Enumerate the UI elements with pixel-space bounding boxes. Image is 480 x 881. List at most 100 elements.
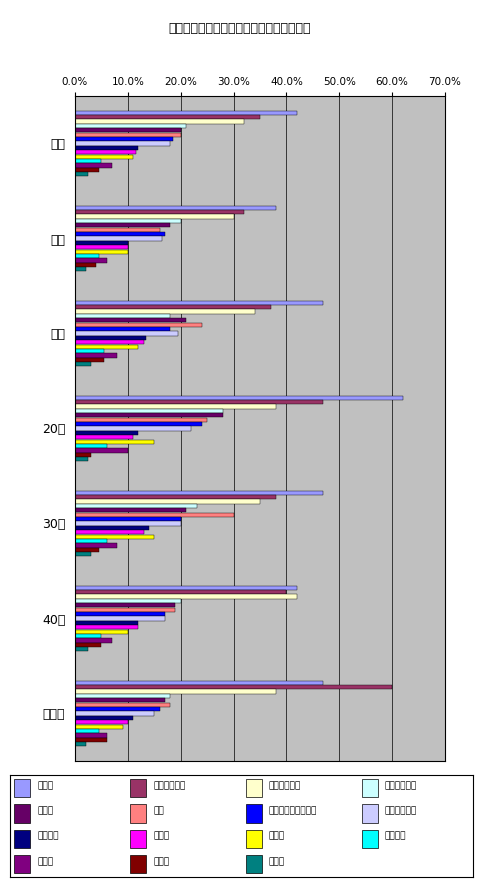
Bar <box>75 167 99 172</box>
Bar <box>75 733 107 737</box>
Bar <box>75 621 138 625</box>
Bar <box>75 715 133 720</box>
Bar <box>75 539 107 543</box>
Bar <box>246 855 262 873</box>
Bar <box>75 504 197 508</box>
Bar <box>361 779 378 797</box>
Text: 住居費: 住居費 <box>37 857 53 866</box>
Bar <box>75 595 297 599</box>
Bar <box>75 353 117 358</box>
Bar <box>75 241 128 245</box>
Bar <box>361 804 378 823</box>
Text: 交際費: 交際費 <box>37 806 53 816</box>
Bar <box>75 685 392 689</box>
Bar <box>75 617 165 620</box>
Bar <box>75 431 138 435</box>
Bar <box>75 612 165 616</box>
Bar <box>75 737 107 742</box>
Text: 衣服: 衣服 <box>153 806 164 816</box>
Bar <box>75 400 324 404</box>
Bar <box>75 120 244 123</box>
Bar <box>75 513 234 517</box>
Bar <box>75 586 297 590</box>
Bar <box>75 362 91 366</box>
Bar <box>75 137 173 141</box>
Bar <box>75 544 117 547</box>
Bar <box>75 115 260 119</box>
Bar <box>75 694 170 698</box>
Bar <box>75 124 186 128</box>
Bar <box>75 491 324 495</box>
Bar <box>75 154 133 159</box>
Bar <box>75 530 144 535</box>
Bar <box>75 340 144 344</box>
Bar <box>75 305 271 309</box>
Bar <box>130 830 146 848</box>
Bar <box>75 457 88 462</box>
Bar <box>75 300 324 305</box>
Bar <box>75 322 202 327</box>
Text: 日用雑貨: 日用雑貨 <box>37 832 59 840</box>
Bar <box>75 639 112 642</box>
Bar <box>75 526 149 530</box>
Bar <box>75 129 180 132</box>
Bar <box>75 712 154 715</box>
Bar <box>75 404 276 409</box>
Bar <box>75 729 99 733</box>
Bar <box>75 590 287 595</box>
Bar <box>75 422 202 426</box>
Bar <box>75 552 91 556</box>
Bar <box>75 163 112 167</box>
Bar <box>75 314 170 318</box>
Text: 携帯電話料金: 携帯電話料金 <box>385 781 417 790</box>
Text: その他: その他 <box>269 857 285 866</box>
Bar <box>130 855 146 873</box>
Bar <box>75 396 403 400</box>
Bar <box>75 206 276 210</box>
Bar <box>14 830 30 848</box>
Bar <box>75 435 133 440</box>
Bar <box>14 855 30 873</box>
Bar <box>75 608 175 611</box>
Bar <box>75 630 128 633</box>
Bar <box>75 508 186 513</box>
Bar <box>14 804 30 823</box>
Bar <box>75 349 104 353</box>
Bar <box>75 267 85 271</box>
Bar <box>75 245 128 249</box>
Bar <box>75 218 180 223</box>
Bar <box>75 344 138 349</box>
Bar <box>75 145 138 150</box>
Bar <box>246 779 262 797</box>
Bar <box>75 413 223 418</box>
Bar <box>75 133 180 137</box>
Bar <box>75 681 324 685</box>
Bar <box>75 142 170 145</box>
Bar <box>246 804 262 823</box>
Bar <box>75 535 154 539</box>
Bar <box>75 111 297 115</box>
Text: 保険料: 保険料 <box>153 832 169 840</box>
Bar <box>75 249 128 254</box>
Bar <box>75 232 165 236</box>
Bar <box>75 707 159 711</box>
Bar <box>75 440 154 444</box>
Bar <box>130 804 146 823</box>
Text: インターネット料金: インターネット料金 <box>269 806 317 816</box>
Bar <box>130 779 146 797</box>
Bar <box>75 500 260 504</box>
Bar <box>75 358 104 362</box>
Bar <box>75 214 234 218</box>
Text: 交通費: 交通費 <box>269 832 285 840</box>
Bar <box>75 258 107 263</box>
Bar <box>75 331 178 336</box>
Bar <box>75 453 91 457</box>
Text: 教育・娯楽費: 教育・娯楽費 <box>385 806 417 816</box>
Bar <box>75 703 170 707</box>
Bar <box>75 444 107 448</box>
Bar <box>75 724 122 729</box>
Bar <box>75 409 223 413</box>
Bar <box>75 648 88 651</box>
Bar <box>75 448 128 453</box>
Bar <box>75 309 255 314</box>
